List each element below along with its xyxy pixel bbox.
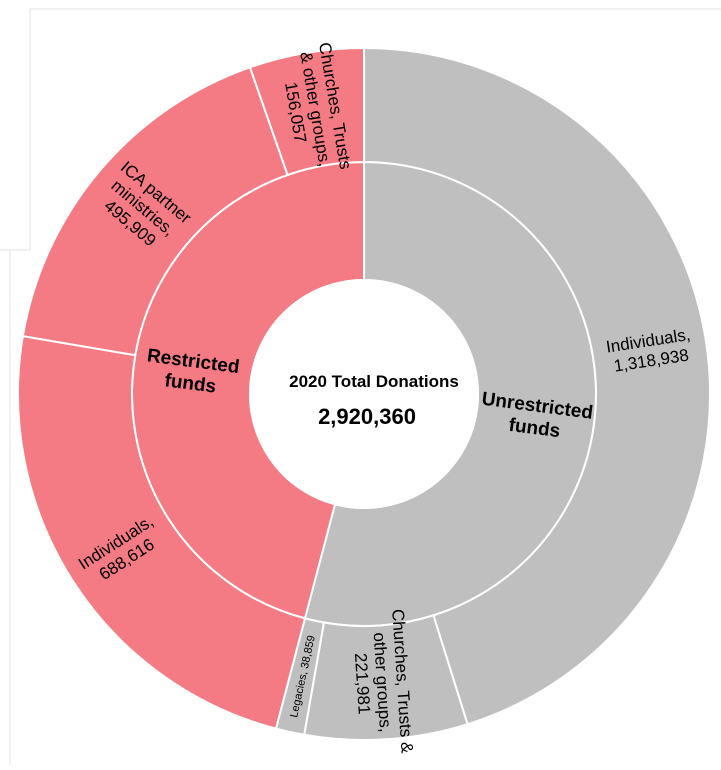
center-hole (249, 279, 479, 509)
outer-label-unrestricted-funds-churches-trusts-other-groups-line: 221,981 (351, 652, 374, 715)
outer-segment-restricted-funds-churches-trusts-other-groups (248, 46, 365, 177)
outer-segment-unrestricted-funds-individuals (363, 46, 711, 726)
center-title: 2020 Total Donations (289, 372, 459, 391)
outer-segment-restricted-funds-individuals (17, 334, 307, 730)
center-total: 2,920,360 (318, 404, 416, 429)
segments-layer (17, 46, 711, 741)
